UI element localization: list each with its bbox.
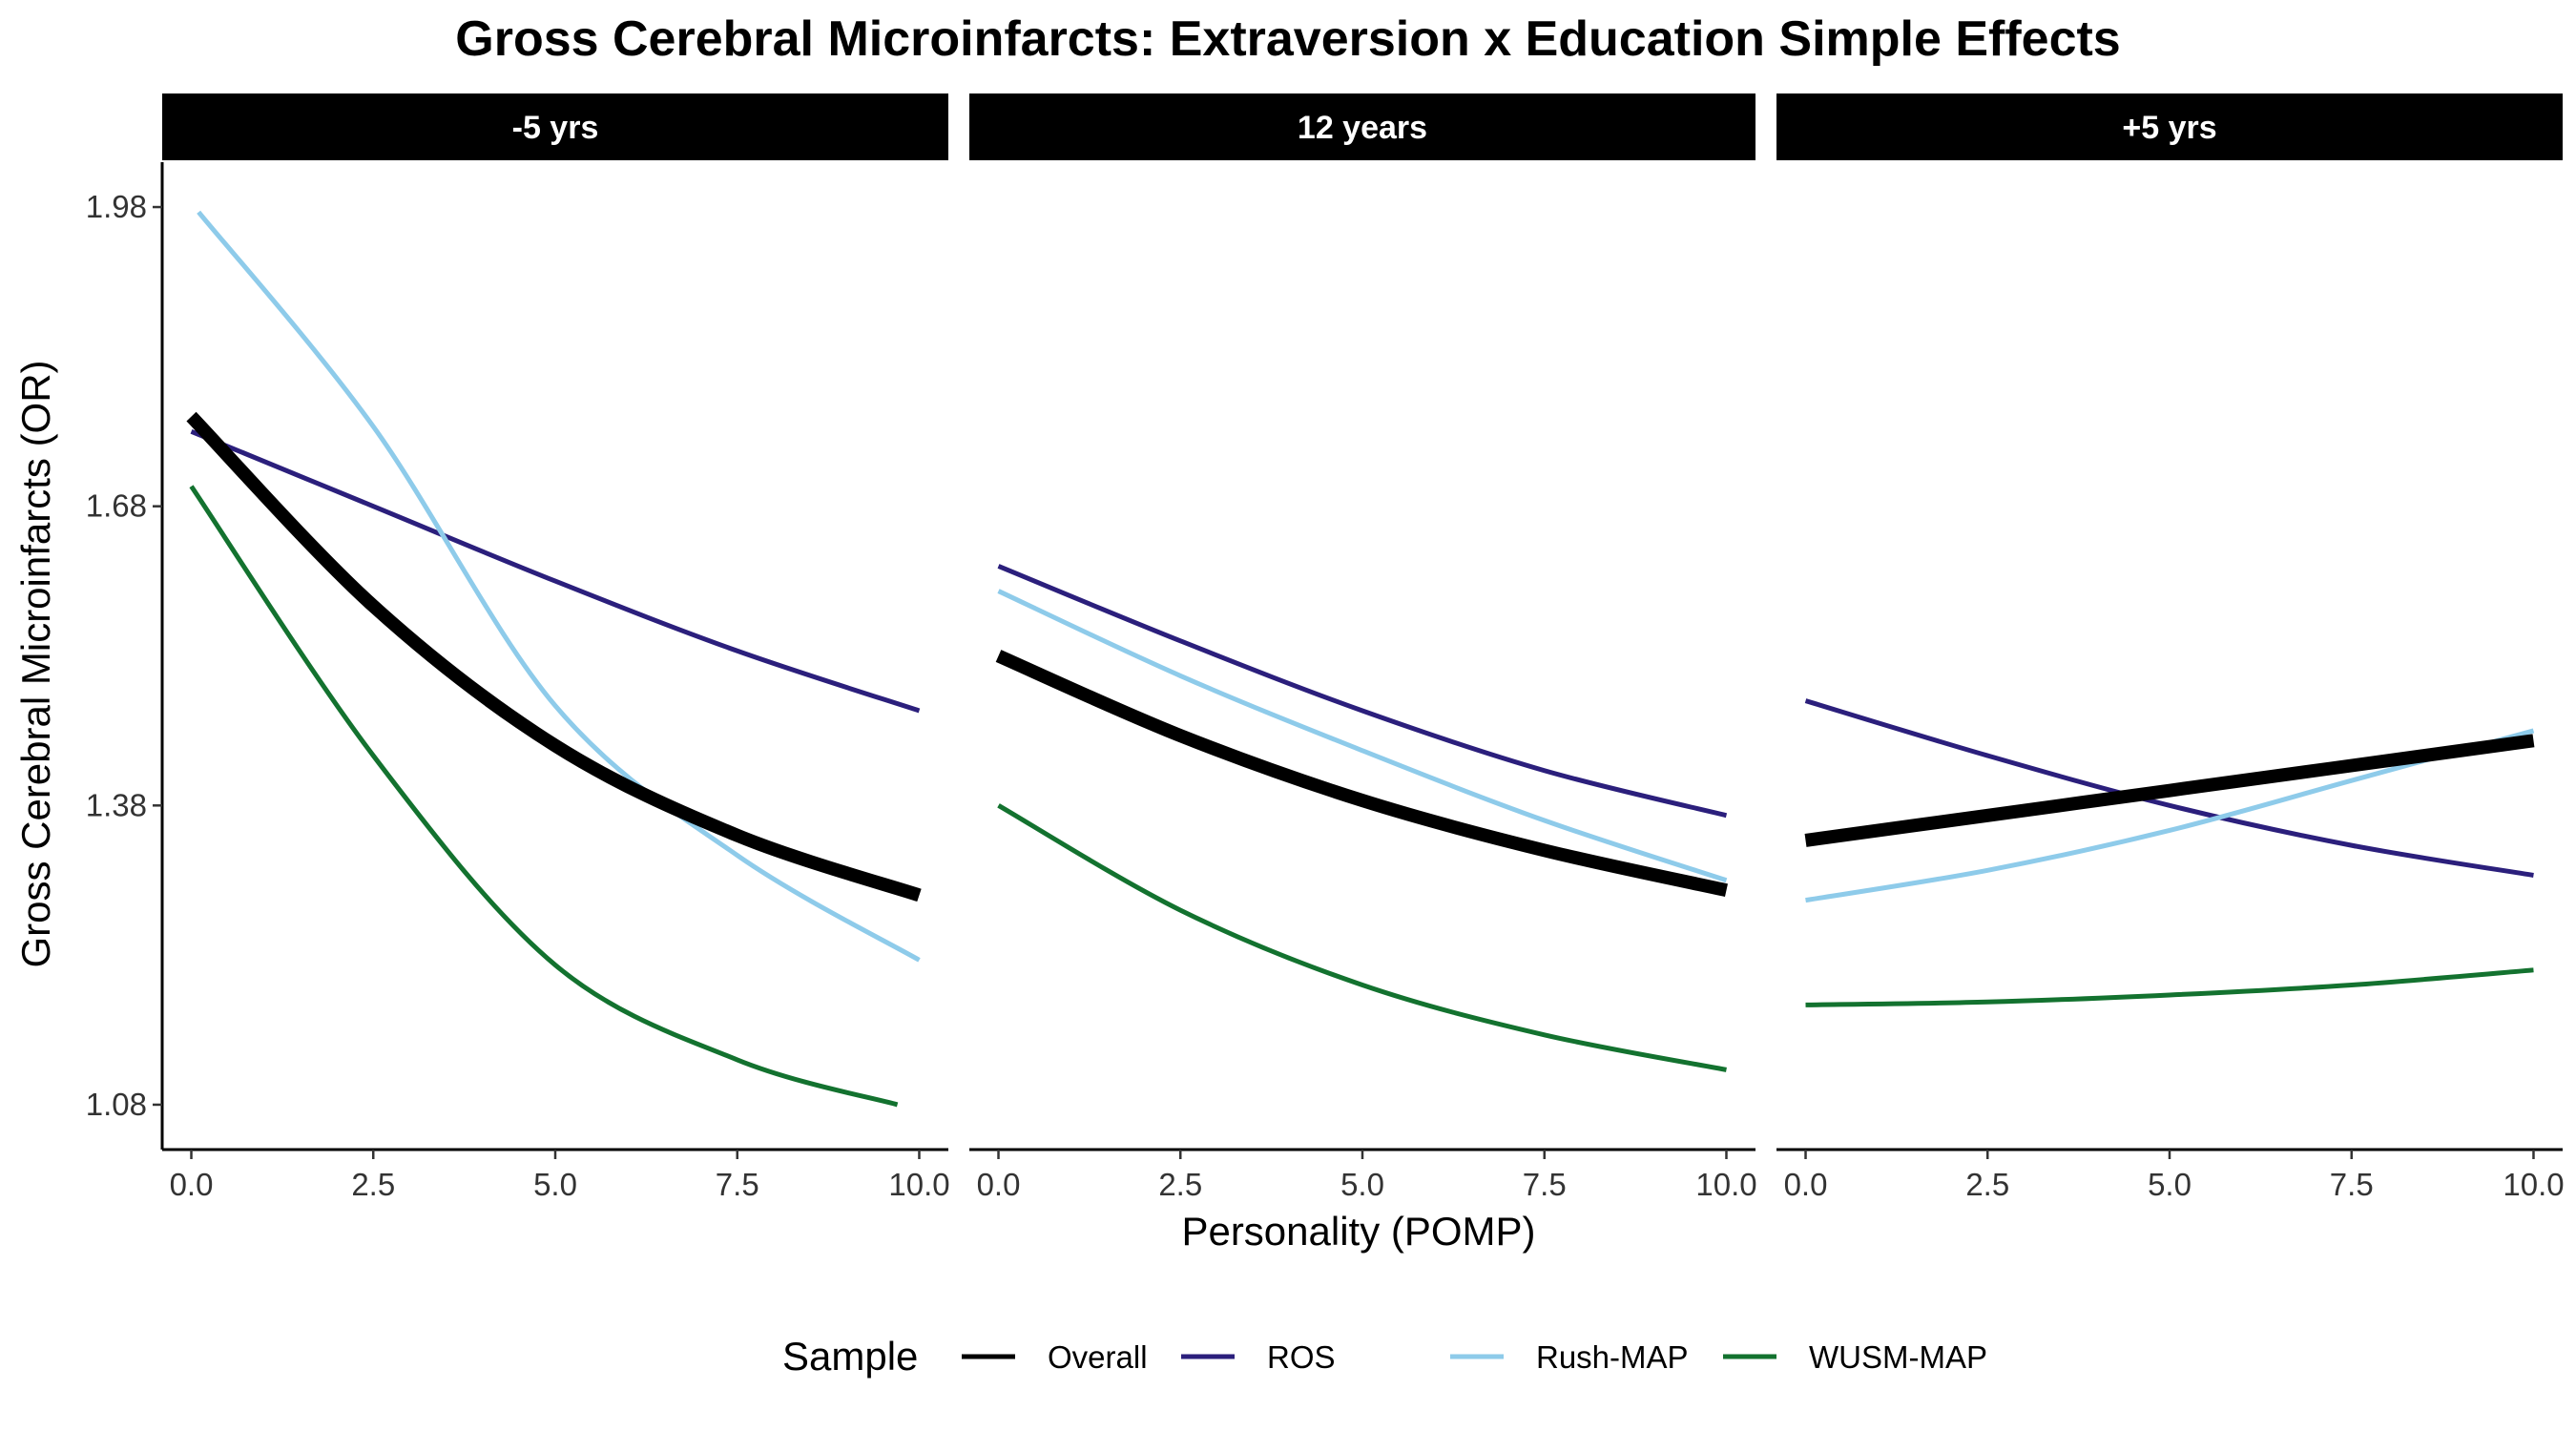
x-tick-label: 7.5 (1523, 1167, 1567, 1202)
y-tick-label: 1.68 (86, 488, 147, 524)
panel-strip-label: +5 yrs (2122, 110, 2216, 146)
series-line-rush-map (197, 210, 921, 963)
legend-label-wusm-map: WUSM-MAP (1809, 1339, 1987, 1375)
legend-label-overall: Overall (1048, 1339, 1148, 1375)
x-tick-label: 0.0 (170, 1167, 214, 1202)
x-tick-label: 2.5 (1158, 1167, 1202, 1202)
series-line-overall (186, 411, 922, 902)
y-axis-title: Gross Cerebral Microinfarcts (OR) (13, 360, 58, 967)
panel-strip (969, 93, 1755, 160)
legend-title: Sample (782, 1334, 918, 1379)
y-tick-label: 1.98 (86, 189, 147, 224)
legend-label-rush-map: Rush-MAP (1536, 1339, 1689, 1375)
panel-strip (162, 93, 948, 160)
x-tick-label: 10.0 (1695, 1167, 1756, 1202)
x-tick-label: 5.0 (533, 1167, 577, 1202)
panel-strip-label: 12 years (1298, 110, 1427, 146)
series-line-wusm-map (997, 803, 1727, 1072)
panel-strip (1776, 93, 2563, 160)
x-tick-label: 0.0 (1784, 1167, 1828, 1202)
series-line-overall (1804, 734, 2535, 847)
x-tick-label: 2.5 (351, 1167, 395, 1202)
panel-strip-label: -5 yrs (512, 110, 599, 146)
series-line-overall (995, 650, 1728, 898)
panel-2: 12 years 0.0 2.5 5.0 7.5 10.0 (969, 93, 1757, 1202)
series-line-ros (1804, 698, 2534, 878)
x-tick-label: 5.0 (1340, 1167, 1384, 1202)
panel-3: +5 yrs 0.0 2.5 5.0 7.5 10.0 (1776, 93, 2565, 1202)
x-tick-label: 7.5 (716, 1167, 759, 1202)
series-line-wusm-map (1805, 967, 2534, 1007)
x-tick-label: 2.5 (1965, 1167, 2009, 1202)
series-line-ros (190, 428, 921, 714)
x-tick-label: 10.0 (888, 1167, 949, 1202)
legend-label-ros: ROS (1267, 1339, 1336, 1375)
y-tick-label: 1.08 (86, 1087, 147, 1122)
y-tick-label: 1.38 (86, 787, 147, 822)
legend: Sample Overall ROS Rush-MAP WUSM-MAP (782, 1334, 1987, 1379)
x-tick-label: 7.5 (2330, 1167, 2374, 1202)
x-tick-label: 10.0 (2503, 1167, 2564, 1202)
chart-title: Gross Cerebral Microinfarcts: Extraversi… (455, 11, 2120, 67)
x-axis-title: Personality (POMP) (1181, 1209, 1535, 1254)
x-tick-label: 5.0 (2148, 1167, 2192, 1202)
series-line-rush-map (997, 589, 1728, 883)
series-line-wusm-map (189, 485, 899, 1108)
x-tick-label: 0.0 (977, 1167, 1021, 1202)
panel-1: -5 yrs 1.08 1.38 1.68 1.98 0.0 2.5 5.0 7.5 10.0 (86, 93, 950, 1202)
series-line-ros (997, 564, 1728, 819)
